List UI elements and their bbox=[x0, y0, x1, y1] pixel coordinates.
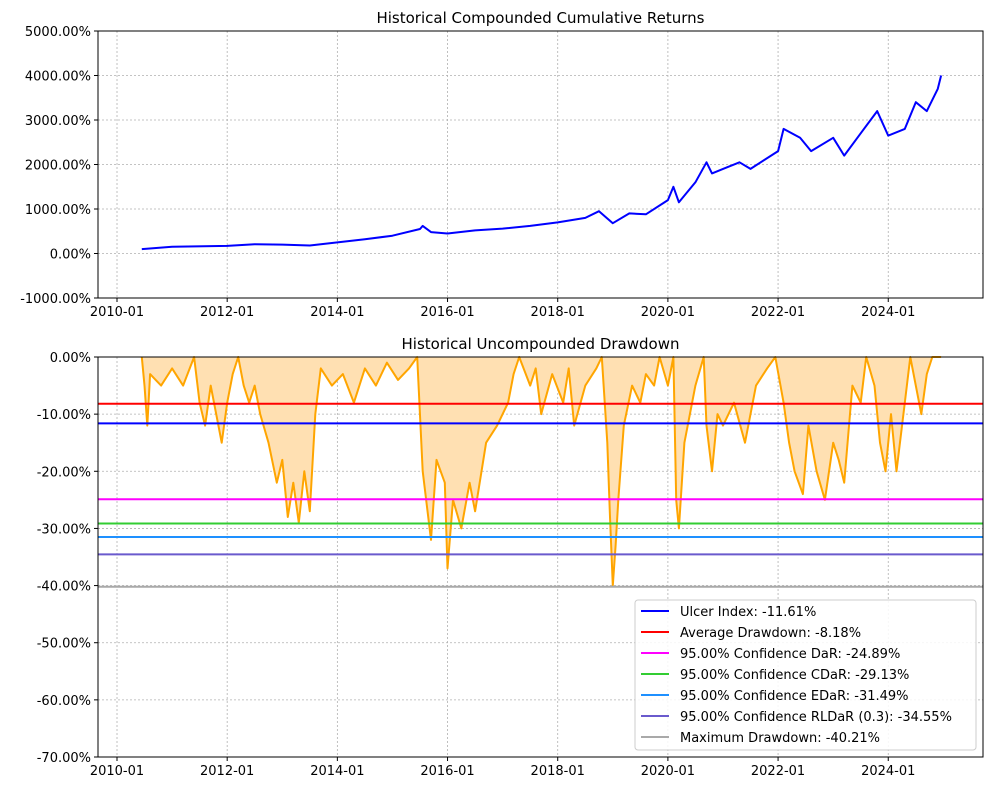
x-tick-label: 2022-01 bbox=[751, 764, 805, 779]
y-tick-label: 2000.00% bbox=[25, 159, 91, 174]
x-tick-label: 2018-01 bbox=[531, 305, 585, 320]
drawdown-fill bbox=[141, 357, 942, 586]
y-tick-label: 0.00% bbox=[50, 351, 91, 366]
cumulative-returns-axes: 2010-01 2012-01 2014-01 2016-01 2018-01 2020-… bbox=[20, 9, 984, 320]
x-tick-label: 2012-01 bbox=[200, 305, 254, 320]
x-tick-label: 2014-01 bbox=[310, 764, 364, 779]
drawdown-axes: 2010-01 2012-01 2014-01 2016-01 2018-01 2020-… bbox=[37, 335, 984, 779]
chart-title: Historical Uncompounded Drawdown bbox=[402, 335, 680, 353]
y-tick-label: -1000.00% bbox=[20, 292, 91, 307]
x-tick-label: 2018-01 bbox=[531, 764, 585, 779]
x-tick-label: 2020-01 bbox=[641, 305, 695, 320]
legend-label: Average Drawdown: -8.18% bbox=[680, 626, 861, 641]
x-tick-label: 2010-01 bbox=[90, 305, 144, 320]
y-tick-label: -40.00% bbox=[37, 580, 91, 595]
legend-label: Maximum Drawdown: -40.21% bbox=[680, 731, 880, 746]
x-tick-label: 2012-01 bbox=[200, 764, 254, 779]
y-tick-label: -70.00% bbox=[37, 751, 91, 766]
x-tick-label: 2024-01 bbox=[861, 764, 915, 779]
x-tick-label: 2016-01 bbox=[420, 764, 474, 779]
axes-frame bbox=[97, 30, 984, 299]
x-tick-label: 2010-01 bbox=[90, 764, 144, 779]
chart-title: Historical Compounded Cumulative Returns bbox=[376, 9, 704, 27]
x-tick-label: 2014-01 bbox=[310, 305, 364, 320]
legend-box bbox=[634, 599, 977, 751]
y-tick-label: -60.00% bbox=[37, 694, 91, 709]
y-tick-label: 0.00% bbox=[50, 248, 91, 263]
legend-label: 95.00% Confidence DaR: -24.89% bbox=[680, 647, 900, 662]
x-tick-label: 2022-01 bbox=[751, 305, 805, 320]
x-tick-label: 2024-01 bbox=[861, 305, 915, 320]
y-tick-label: -30.00% bbox=[37, 522, 91, 537]
y-tick-label: -10.00% bbox=[37, 408, 91, 423]
x-tick-label: 2020-01 bbox=[641, 764, 695, 779]
legend-label: 95.00% Confidence RLDaR (0.3): -34.55% bbox=[680, 710, 952, 725]
series-line-0 bbox=[140, 356, 942, 587]
y-tick-label: 4000.00% bbox=[25, 70, 91, 85]
axes-frame bbox=[97, 356, 984, 758]
y-tick-label: 1000.00% bbox=[25, 203, 91, 218]
legend-label: 95.00% Confidence EDaR: -31.49% bbox=[680, 689, 909, 704]
legend: Ulcer Index: -11.61% Average Drawdown: -8… bbox=[634, 599, 977, 751]
y-tick-label: -50.00% bbox=[37, 637, 91, 652]
series-line-0 bbox=[141, 75, 943, 251]
legend-label: Ulcer Index: -11.61% bbox=[680, 605, 816, 620]
y-tick-label: 3000.00% bbox=[25, 114, 91, 129]
y-tick-label: 5000.00% bbox=[25, 25, 91, 40]
y-tick-label: -20.00% bbox=[37, 465, 91, 480]
x-tick-label: 2016-01 bbox=[420, 305, 474, 320]
legend-label: 95.00% Confidence CDaR: -29.13% bbox=[680, 668, 909, 683]
